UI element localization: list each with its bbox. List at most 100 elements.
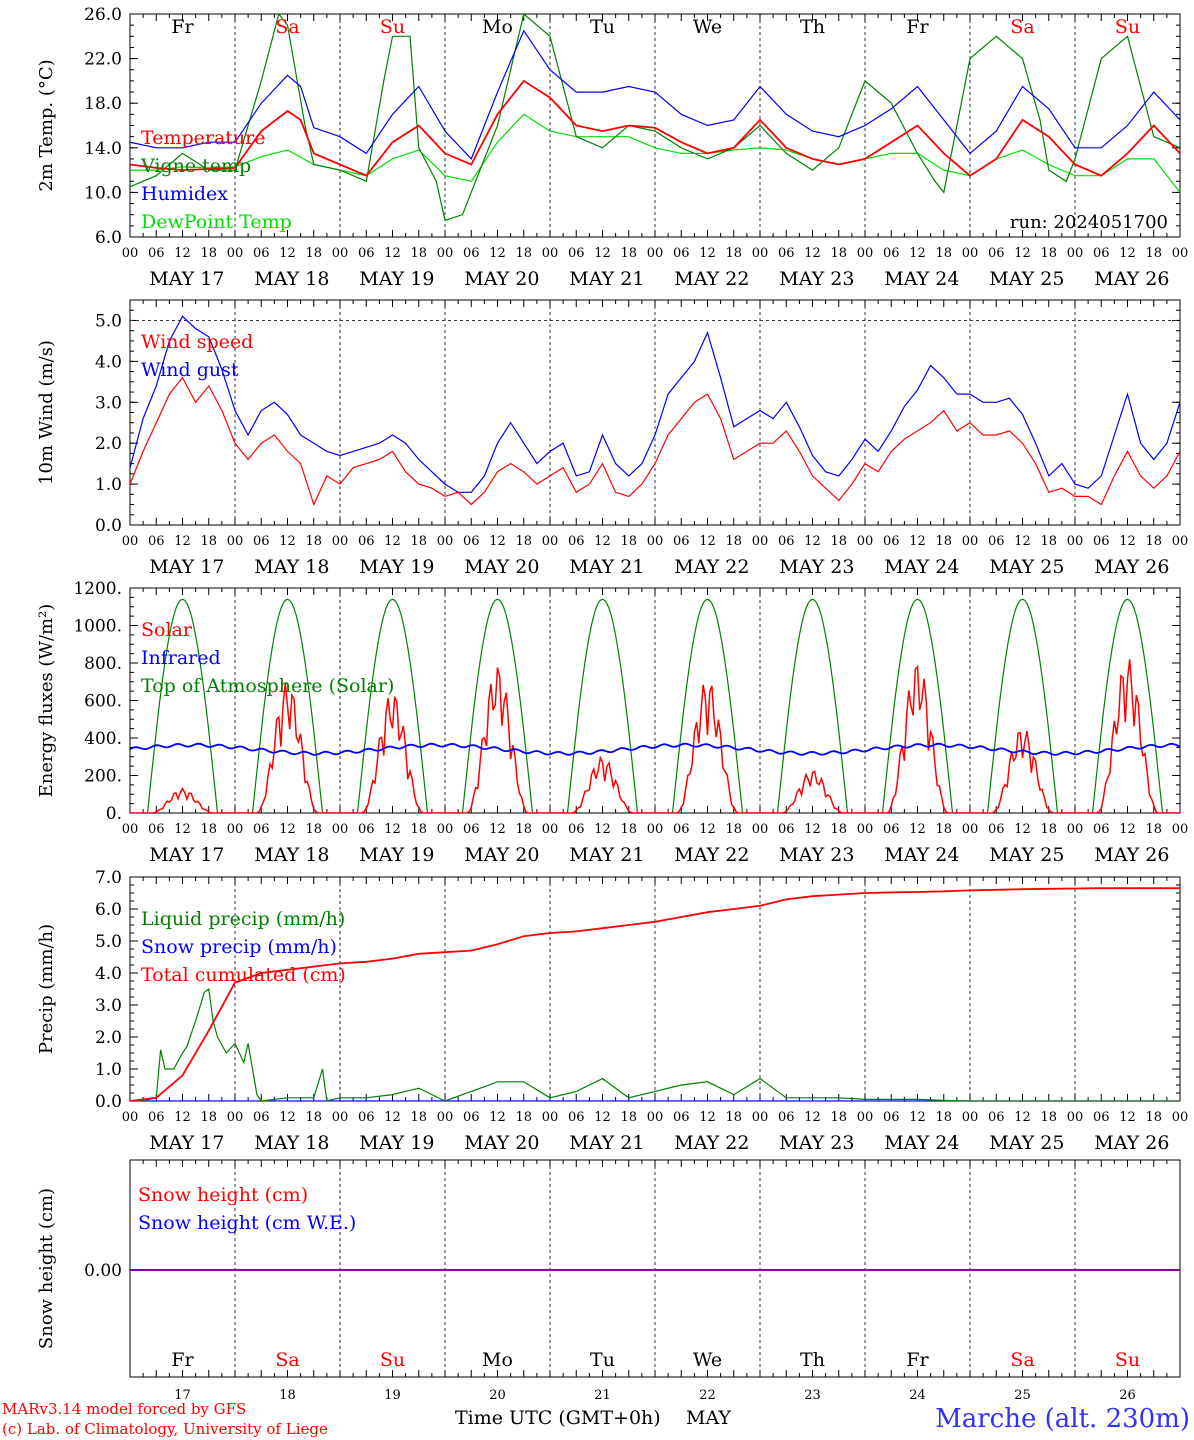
hour-tick-label: 06: [673, 246, 690, 261]
hour-tick-label: 00: [1067, 534, 1084, 549]
hour-tick-label: 12: [804, 246, 821, 261]
hour-tick-label: 18: [1040, 246, 1057, 261]
hour-tick-label: 18: [935, 1110, 952, 1125]
hour-tick-label: 00: [962, 822, 979, 837]
day-number: 23: [804, 1388, 821, 1403]
x-axis-label: Time UTC (GMT+0h): [455, 1407, 661, 1429]
hour-tick-label: 00: [962, 246, 979, 261]
hour-tick-label: 18: [830, 1110, 847, 1125]
panel-5: 0.00 Snow height (cm) Snow height (cm) Snow…: [36, 1159, 1181, 1403]
date-label: MAY 20: [464, 844, 539, 866]
y-tick-label: 2.0: [95, 434, 122, 454]
hour-tick-label: 18: [725, 822, 742, 837]
hour-tick-label: 12: [384, 1110, 401, 1125]
legend-entry: Vigne temp: [140, 155, 251, 177]
hour-tick-label: 00: [437, 822, 454, 837]
date-label: MAY 22: [674, 556, 749, 578]
hour-tick-label: 06: [568, 534, 585, 549]
date-label: MAY 18: [254, 556, 329, 578]
y-tick-label: 1200.: [73, 579, 122, 599]
hour-tick-label: 18: [410, 246, 427, 261]
hour-tick-label: 12: [1014, 246, 1031, 261]
hour-tick-label: 18: [410, 822, 427, 837]
hour-tick-label: 12: [279, 1110, 296, 1125]
hour-tick-label: 00: [542, 822, 559, 837]
y-tick-label: 18.0: [84, 94, 122, 114]
hour-tick-label: 12: [699, 822, 716, 837]
day-number: 22: [699, 1388, 716, 1403]
hour-tick-label: 18: [305, 822, 322, 837]
hour-tick-label: 06: [148, 822, 165, 837]
series-vigne-temp: [130, 14, 1180, 222]
day-name: Sa: [1010, 1349, 1034, 1371]
date-label: MAY 23: [779, 268, 854, 290]
hour-tick-label: 06: [1093, 1110, 1110, 1125]
y-tick-label: 1.0: [95, 1060, 122, 1080]
hour-tick-label: 00: [857, 1110, 874, 1125]
hour-tick-label: 00: [647, 1110, 664, 1125]
wind-lines: [130, 315, 1180, 507]
date-label: MAY 25: [989, 844, 1064, 866]
hour-tick-label: 18: [410, 1110, 427, 1125]
run-label: run: 2024051700: [1010, 212, 1168, 233]
date-label: MAY 20: [464, 556, 539, 578]
hour-tick-label: 00: [752, 1110, 769, 1125]
y-tick-label: 6.0: [95, 228, 122, 248]
date-label: MAY 23: [779, 844, 854, 866]
date-label: MAY 24: [884, 268, 959, 290]
hour-tick-label: 18: [305, 246, 322, 261]
series-humidex: [130, 29, 1180, 160]
hour-tick-label: 00: [647, 246, 664, 261]
hour-tick-label: 12: [909, 534, 926, 549]
hour-tick-label: 18: [935, 822, 952, 837]
hour-tick-label: 06: [988, 822, 1005, 837]
hour-tick-label: 06: [673, 822, 690, 837]
hour-tick-label: 06: [253, 822, 270, 837]
hour-tick-label: 00: [437, 246, 454, 261]
date-label: MAY 22: [674, 268, 749, 290]
hour-tick-label: 12: [1014, 1110, 1031, 1125]
date-label: MAY 18: [254, 1132, 329, 1154]
hour-tick-label: 00: [437, 534, 454, 549]
date-label: MAY 23: [779, 556, 854, 578]
hour-tick-label: 06: [463, 1110, 480, 1125]
hour-tick-label: 00: [647, 822, 664, 837]
series-infrared: [130, 742, 1180, 756]
credit-line-2: (c) Lab. of Climatology, University of L…: [2, 1420, 328, 1438]
hour-tick-label: 00: [1172, 246, 1189, 261]
hour-tick-label: 00: [542, 534, 559, 549]
hour-tick-label: 06: [253, 1110, 270, 1125]
hour-tick-label: 12: [279, 246, 296, 261]
date-label: MAY 21: [569, 844, 644, 866]
day-number: 19: [384, 1388, 401, 1403]
hour-tick-label: 18: [515, 1110, 532, 1125]
hour-tick-label: 18: [305, 534, 322, 549]
hour-tick-label: 00: [122, 246, 139, 261]
hour-tick-label: 12: [1014, 534, 1031, 549]
y-tick-label: 0.00: [84, 1261, 122, 1281]
y-tick-label: 7.0: [95, 868, 122, 888]
day-number: 18: [279, 1388, 296, 1403]
hour-tick-label: 12: [174, 1110, 191, 1125]
hour-tick-label: 06: [883, 1110, 900, 1125]
hour-tick-label: 12: [699, 534, 716, 549]
energy-lines: [130, 598, 1180, 813]
day-number: 21: [594, 1388, 611, 1403]
panel-frame: [129, 299, 1181, 526]
hour-tick-label: 06: [358, 1110, 375, 1125]
date-label: MAY 18: [254, 844, 329, 866]
date-label: MAY 19: [359, 268, 434, 290]
hour-tick-label: 00: [1172, 822, 1189, 837]
credit-line-1: MARv3.14 model forced by GFS: [2, 1400, 246, 1418]
panel-4: 0.0 1.0 2.0 3.0 4.0 5.0 6.0 7.0 Precip (mm/h) Liq…: [36, 868, 1188, 1154]
hour-tick-label: 18: [830, 822, 847, 837]
day-name: Tu: [590, 1349, 615, 1371]
y-tick-label: 0.0: [95, 516, 122, 536]
hour-tick-label: 18: [1040, 534, 1057, 549]
day-name: Mo: [482, 1349, 513, 1371]
date-label: MAY 26: [1094, 1132, 1169, 1154]
temp-lines: [130, 14, 1180, 222]
hour-tick-label: 12: [174, 822, 191, 837]
date-label: MAY 19: [359, 844, 434, 866]
day-name: Th: [800, 16, 825, 38]
